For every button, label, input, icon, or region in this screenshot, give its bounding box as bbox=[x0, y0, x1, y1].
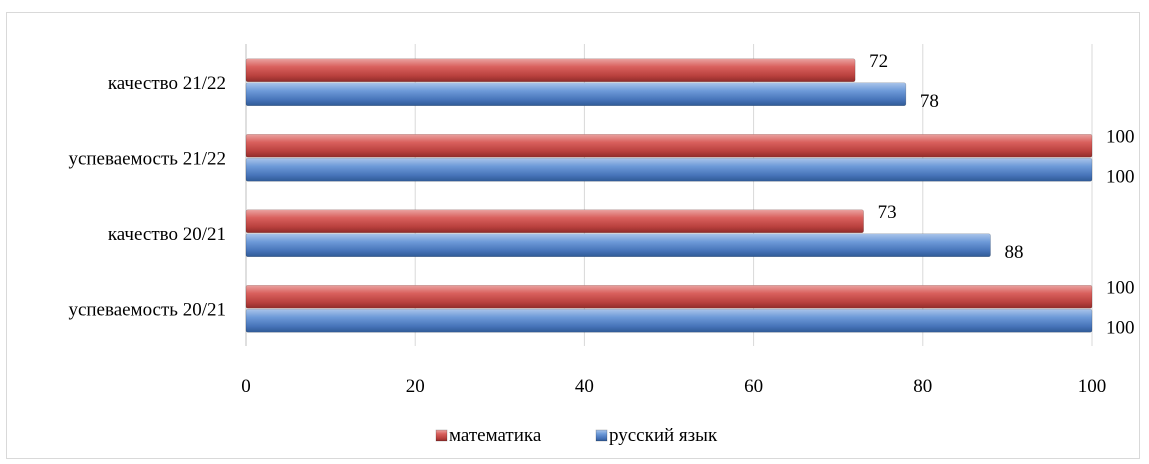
labels: 0 20 40 60 80 100 успеваемость 20/21 100 100 каче… bbox=[68, 51, 1134, 397]
data-label: 100 bbox=[1106, 166, 1135, 187]
bar-russian bbox=[245, 308, 1093, 333]
bar-math bbox=[245, 209, 864, 234]
bar-math bbox=[245, 58, 856, 83]
data-label: 100 bbox=[1106, 126, 1135, 147]
category-label: успеваемость 20/21 bbox=[68, 299, 226, 320]
x-tick-label: 60 bbox=[744, 376, 763, 397]
bar-math bbox=[245, 284, 1093, 309]
bar-russian bbox=[245, 82, 907, 107]
x-tick-label: 100 bbox=[1078, 376, 1107, 397]
bar-russian bbox=[245, 233, 991, 258]
data-label: 78 bbox=[920, 91, 939, 112]
category-label: качество 20/21 bbox=[108, 224, 226, 245]
bars bbox=[245, 58, 1093, 333]
x-tick-label: 80 bbox=[913, 376, 932, 397]
bar-russian bbox=[245, 157, 1093, 182]
category-label: качество 21/22 bbox=[108, 73, 226, 94]
x-tick-label: 20 bbox=[406, 376, 425, 397]
legend-swatch bbox=[595, 429, 608, 442]
data-label: 72 bbox=[869, 51, 888, 72]
legend: математика русский язык bbox=[435, 425, 718, 446]
legend-label: математика bbox=[449, 425, 542, 446]
category-label: успеваемость 21/22 bbox=[68, 148, 226, 169]
data-label: 88 bbox=[1004, 242, 1023, 263]
data-label: 100 bbox=[1106, 277, 1135, 298]
x-tick-label: 0 bbox=[241, 376, 251, 397]
legend-swatch bbox=[435, 429, 448, 442]
data-label: 100 bbox=[1106, 317, 1135, 338]
data-label: 73 bbox=[878, 202, 897, 223]
x-tick-label: 40 bbox=[575, 376, 594, 397]
legend-label: русский язык bbox=[609, 425, 718, 446]
bar-math bbox=[245, 133, 1093, 158]
